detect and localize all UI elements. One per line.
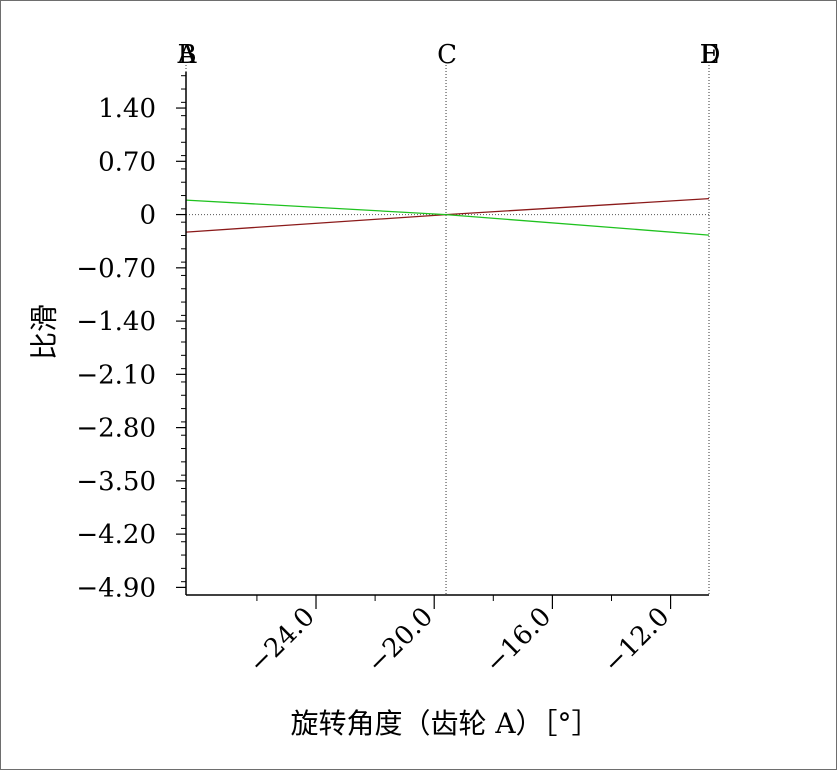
y-axis-title: 比滑 xyxy=(28,304,61,360)
axes: 1.40 0.70 0 −0.70 −1.40 −2.10 −2.80 −3.50 −4.20 −… xyxy=(76,72,709,679)
reference-label-a: A xyxy=(177,40,198,70)
x-tick-label: −24.0 xyxy=(243,602,321,680)
reference-label-e: E xyxy=(701,40,720,70)
reference-lines xyxy=(185,62,710,595)
y-tick-label: 0 xyxy=(139,201,156,231)
series-line-2 xyxy=(185,199,710,236)
x-tick-label: −12.0 xyxy=(598,602,676,680)
x-tick-label: −20.0 xyxy=(362,602,440,680)
y-tick-label: 1.40 xyxy=(98,94,156,124)
y-tick-label: −4.90 xyxy=(76,573,156,603)
x-axis-title: 旋转角度（齿轮 A）［°］ xyxy=(290,707,599,740)
x-tick-label: −16.0 xyxy=(480,602,558,680)
y-tick-label: 0.70 xyxy=(98,147,156,177)
y-tick-label: −3.50 xyxy=(76,467,156,497)
reference-label-d: D xyxy=(700,40,721,70)
y-tick-label: −4.20 xyxy=(76,520,156,550)
y-tick-label: −1.40 xyxy=(76,307,156,337)
y-tick-label: −2.10 xyxy=(76,360,156,390)
reference-label-b: B xyxy=(177,40,196,70)
reference-labels: AB C DE xyxy=(177,40,721,70)
y-tick-label: −0.70 xyxy=(76,254,156,284)
reference-label-c: C xyxy=(437,40,457,70)
y-tick-label: −2.80 xyxy=(76,414,156,444)
series-group xyxy=(185,197,710,236)
